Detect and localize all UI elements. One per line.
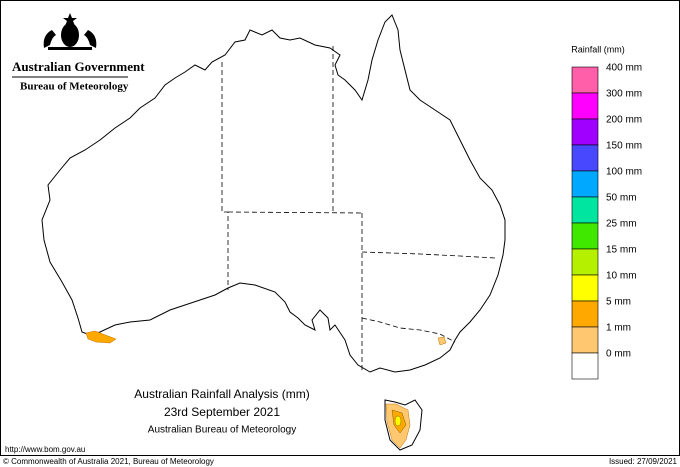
issued: Issued: 27/09/2021 <box>609 457 678 466</box>
legend: 400 mm 300 mm 200 mm 150 mm 100 mm 50 mm 25 mm… <box>571 63 642 380</box>
legend-swatch <box>571 118 599 146</box>
crest <box>43 13 97 50</box>
state-border <box>227 211 363 214</box>
map-date: 23rd September 2021 <box>164 405 280 419</box>
map-source: Australian Bureau of Meteorology <box>148 425 296 436</box>
state-border <box>361 317 456 343</box>
rain-area <box>437 336 447 346</box>
state-border <box>221 62 229 290</box>
legend-label: 25 mm <box>606 219 637 230</box>
legend-swatch <box>571 300 599 328</box>
legend-label: 100 mm <box>606 167 642 178</box>
map-title: Australian Rainfall Analysis (mm) <box>134 387 309 401</box>
legend-label: 5 mm <box>606 297 631 308</box>
state-border <box>361 251 496 259</box>
legend-swatch <box>571 274 599 302</box>
legend-label: 150 mm <box>606 141 642 152</box>
rain-area <box>394 415 402 427</box>
bureau-name: Bureau of Meteorology <box>20 81 129 93</box>
legend-label: 15 mm <box>606 245 637 256</box>
legend-swatch <box>571 248 599 276</box>
legend-swatch <box>571 222 599 250</box>
legend-swatch <box>571 66 599 94</box>
australia-mainland <box>41 14 506 373</box>
legend-label: 0 mm <box>606 349 631 360</box>
url: http://www.bom.gov.au <box>5 445 85 454</box>
legend-label: 400 mm <box>606 63 642 74</box>
legend-swatch <box>571 144 599 172</box>
rain-area <box>85 330 117 344</box>
legend-title: Rainfall (mm) <box>571 44 625 54</box>
legend-label: 200 mm <box>606 115 642 126</box>
legend-swatch <box>571 196 599 224</box>
legend-swatch <box>571 92 599 120</box>
government-name: Australian Government <box>12 59 145 74</box>
legend-swatch <box>571 170 599 198</box>
legend-swatch <box>571 352 599 380</box>
copyright: © Commonwealth of Australia 2021, Bureau… <box>3 457 214 466</box>
legend-label: 50 mm <box>606 193 637 204</box>
legend-label: 10 mm <box>606 271 637 282</box>
legend-label: 1 mm <box>606 323 631 334</box>
legend-swatch <box>571 326 599 354</box>
legend-label: 300 mm <box>606 89 642 100</box>
